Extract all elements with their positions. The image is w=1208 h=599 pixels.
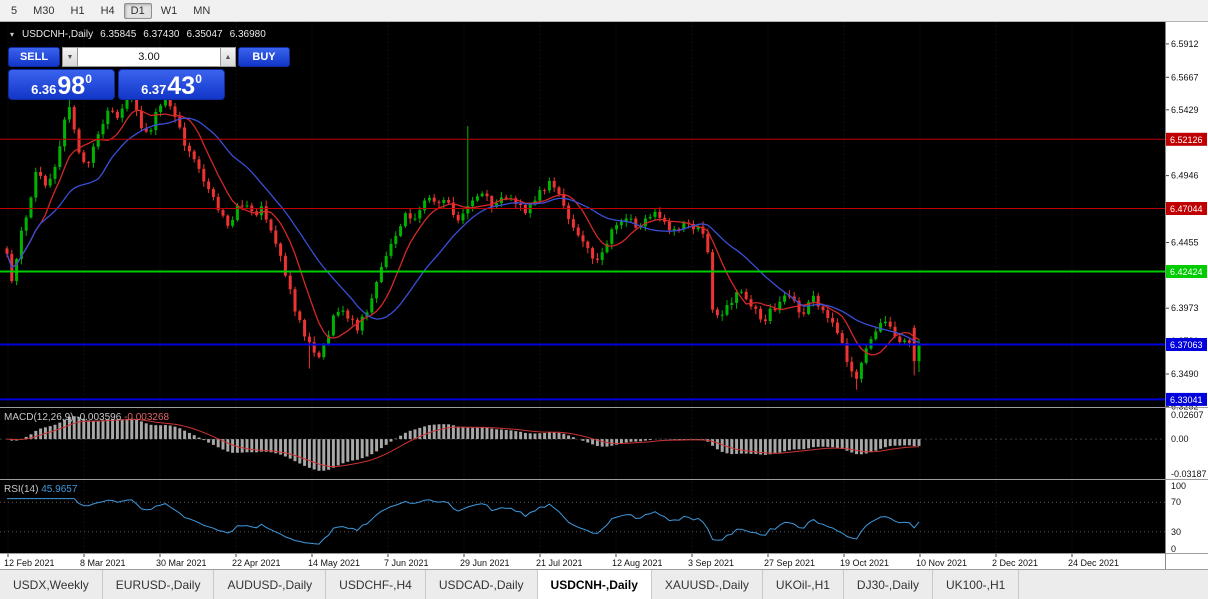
volume-increase-button[interactable]: ▲	[220, 47, 236, 67]
buy-price-prefix: 6.37	[141, 82, 167, 97]
tab-usdx-weekly[interactable]: USDX,Weekly	[0, 570, 103, 599]
svg-text:14 May 2021: 14 May 2021	[308, 558, 360, 568]
one-click-toggle-icon[interactable]: ▾	[10, 30, 15, 39]
svg-text:0: 0	[1171, 544, 1176, 554]
svg-text:10 Nov 2021: 10 Nov 2021	[916, 558, 967, 568]
price-axis-background	[1166, 22, 1208, 569]
svg-text:70: 70	[1171, 497, 1181, 507]
rsi-label: RSI(14) 45.9657	[4, 484, 78, 495]
time-axis[interactable]: 12 Feb 2021 8 Mar 2021 30 Mar 2021 22 Apr 2…	[4, 554, 1119, 568]
svg-text:8 Mar 2021: 8 Mar 2021	[80, 558, 126, 568]
buy-price-point: 0	[195, 72, 202, 86]
time-axis-background	[0, 554, 1166, 569]
svg-text:0.00: 0.00	[1171, 434, 1189, 444]
buy-price-button[interactable]: 6.37 43 0	[118, 69, 225, 100]
svg-text:6.5912: 6.5912	[1171, 39, 1199, 49]
chart-window: 6.59126.56676.54296.51916.49466.47046.44…	[0, 22, 1208, 569]
rsi-panel: RSI(14) 45.9657 100 70 30 0	[0, 481, 1186, 554]
svg-text:22 Apr 2021: 22 Apr 2021	[232, 558, 281, 568]
chart-tab-bar: USDX,Weekly EURUSD-,Daily AUDUSD-,Daily …	[0, 569, 1208, 599]
timeframe-h4-button[interactable]: H4	[100, 4, 115, 17]
svg-text:6.47044: 6.47044	[1170, 204, 1203, 214]
timeframe-d1-button[interactable]: D1	[123, 2, 152, 19]
ohlc-low-value: 6.35047	[186, 29, 223, 40]
sell-price-point: 0	[85, 72, 92, 86]
svg-text:6.3490: 6.3490	[1171, 369, 1199, 379]
chart-background	[0, 22, 1166, 554]
timeframe-m30-button[interactable]: M30	[33, 4, 55, 17]
chart-ohlc-header: ▾ USDCNH-,Daily 6.35845 6.37430 6.35047 …	[10, 29, 266, 40]
sell-price-button[interactable]: 6.36 98 0	[8, 69, 115, 100]
tab-xauusd-daily[interactable]: XAUUSD-,Daily	[652, 570, 763, 599]
ohlc-high-value: 6.37430	[143, 29, 180, 40]
svg-text:2 Dec 2021: 2 Dec 2021	[992, 558, 1038, 568]
svg-text:6.37063: 6.37063	[1170, 340, 1203, 350]
svg-text:3 Sep 2021: 3 Sep 2021	[688, 558, 734, 568]
price-chart[interactable]: 6.59126.56676.54296.51916.49466.47046.44…	[0, 22, 1208, 569]
svg-text:6.33041: 6.33041	[1170, 395, 1203, 405]
svg-text:6.42424: 6.42424	[1170, 267, 1203, 277]
svg-text:6.3973: 6.3973	[1171, 303, 1199, 313]
svg-text:-0.03187: -0.03187	[1171, 469, 1207, 479]
volume-spinner: ▼ ▲	[62, 47, 236, 67]
tab-usdcad-daily[interactable]: USDCAD-,Daily	[426, 570, 538, 599]
sell-price-prefix: 6.36	[31, 82, 57, 97]
svg-text:27 Sep 2021: 27 Sep 2021	[764, 558, 815, 568]
timeframe-toolbar: 5 M30 H1 H4 D1 W1 MN	[0, 0, 1208, 22]
svg-text:7 Jun 2021: 7 Jun 2021	[384, 558, 429, 568]
svg-text:19 Oct 2021: 19 Oct 2021	[840, 558, 889, 568]
svg-text:12 Feb 2021: 12 Feb 2021	[4, 558, 55, 568]
timeframe-m5-button[interactable]: 5	[11, 4, 18, 17]
timeframe-h1-button[interactable]: H1	[70, 4, 85, 17]
svg-text:0.02607: 0.02607	[1171, 410, 1204, 420]
volume-decrease-button[interactable]: ▼	[62, 47, 78, 67]
svg-text:100: 100	[1171, 481, 1186, 491]
buy-price-pips: 43	[167, 72, 196, 100]
buy-button[interactable]: BUY	[238, 47, 290, 67]
candles-layer	[5, 70, 921, 390]
svg-text:30: 30	[1171, 527, 1181, 537]
ohlc-open-value: 6.35845	[100, 29, 137, 40]
svg-text:6.5667: 6.5667	[1171, 72, 1199, 82]
price-axis[interactable]: 6.59126.56676.54296.51916.49466.47046.44…	[1166, 39, 1207, 412]
horizontal-levels-layer[interactable]	[0, 138, 1166, 401]
sell-price-pips: 98	[57, 72, 86, 100]
svg-text:29 Jun 2021: 29 Jun 2021	[460, 558, 510, 568]
svg-text:6.3252: 6.3252	[1171, 402, 1199, 412]
macd-panel: MACD(12,26,9) -0.003596 -0.003268 0.02607…	[0, 410, 1207, 479]
volume-input[interactable]	[78, 47, 220, 67]
svg-text:12 Aug 2021: 12 Aug 2021	[612, 558, 663, 568]
one-click-trading-panel: SELL ▼ ▲ BUY 6.36 98 0 6.37 43 0	[8, 47, 290, 100]
tab-dj30-daily[interactable]: DJ30-,Daily	[844, 570, 933, 599]
svg-text:6.4946: 6.4946	[1171, 171, 1199, 181]
tab-usdchf-h4[interactable]: USDCHF-,H4	[326, 570, 426, 599]
timeframe-w1-button[interactable]: W1	[160, 4, 178, 17]
tab-uk100-h1[interactable]: UK100-,H1	[933, 570, 1020, 599]
moving-averages-layer	[6, 109, 920, 356]
tab-ukoil-h1[interactable]: UKOil-,H1	[763, 570, 844, 599]
timeframe-mn-button[interactable]: MN	[193, 4, 211, 17]
svg-text:6.5429: 6.5429	[1171, 105, 1199, 115]
svg-text:21 Jul 2021: 21 Jul 2021	[536, 558, 583, 568]
svg-text:30 Mar 2021: 30 Mar 2021	[156, 558, 207, 568]
macd-label: MACD(12,26,9) -0.003596 -0.003268	[4, 412, 170, 423]
tab-audusd-daily[interactable]: AUDUSD-,Daily	[214, 570, 327, 599]
tab-eurusd-daily[interactable]: EURUSD-,Daily	[103, 570, 215, 599]
ohlc-close-value: 6.36980	[229, 29, 266, 40]
tab-usdcnh-daily[interactable]: USDCNH-,Daily	[537, 570, 652, 599]
chart-symbol-label: USDCNH-,Daily	[22, 29, 94, 40]
svg-text:24 Dec 2021: 24 Dec 2021	[1068, 558, 1119, 568]
sell-button[interactable]: SELL	[8, 47, 60, 67]
svg-text:6.4455: 6.4455	[1171, 238, 1199, 248]
svg-text:6.52126: 6.52126	[1170, 135, 1203, 145]
